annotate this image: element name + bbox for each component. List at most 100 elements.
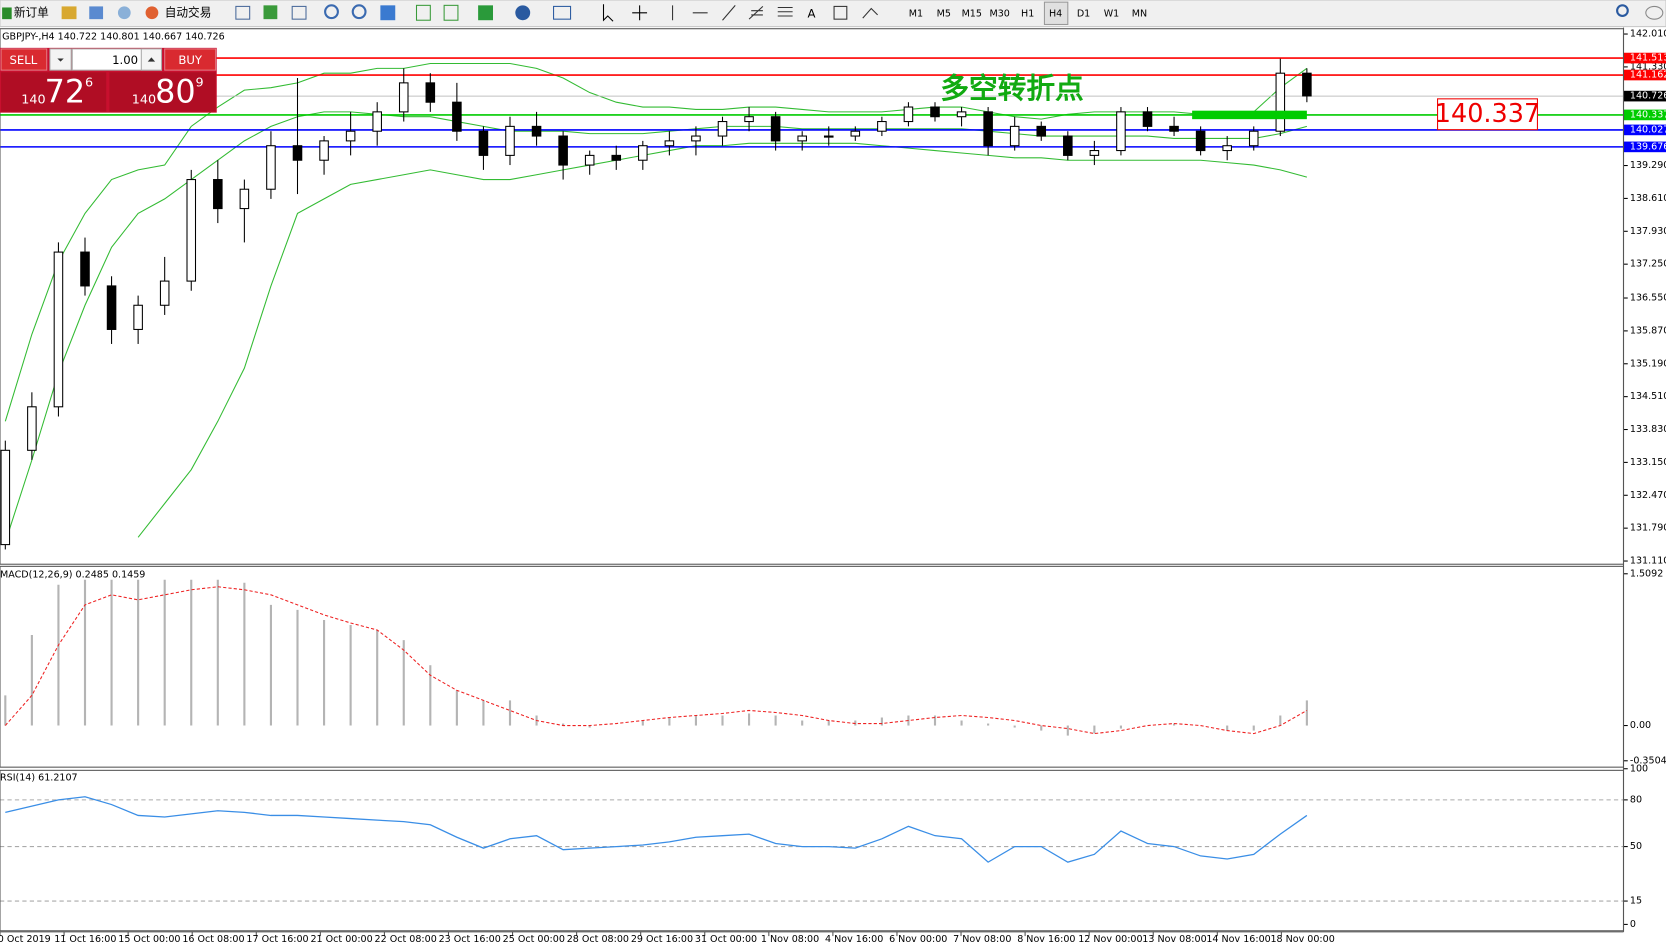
rsi-title: RSI(14) 61.2107 [0,772,78,783]
x-tick-label: 13 Nov 08:00 [1142,934,1206,945]
icon[interactable] [862,7,879,19]
candle-body [213,179,223,210]
candle-body [1089,150,1100,156]
chat-icon[interactable] [1645,5,1664,20]
y-tick-label: 134.510 [1630,391,1666,402]
turning-level-bar [1192,110,1307,120]
bid-box[interactable] [1,72,107,112]
icon[interactable] [263,5,278,20]
y-tick-label: 137.930 [1630,226,1666,237]
icon[interactable] [415,4,431,21]
icon[interactable] [324,4,339,20]
candle-body [797,135,807,142]
new-order-icon[interactable] [2,7,12,20]
icon[interactable] [602,4,614,22]
active-timeframe [1043,1,1069,25]
icon[interactable] [291,5,307,20]
search-icon[interactable] [1616,4,1629,18]
icon[interactable] [553,5,572,20]
ask-box[interactable] [109,72,216,112]
icon[interactable] [235,5,251,20]
icon[interactable] [833,5,848,20]
candle-body [1302,72,1312,97]
timeframe-button[interactable]: H1 [1021,8,1034,19]
y-tick-label: 50 [1630,841,1642,852]
toolbar [0,0,1666,28]
candle-body [345,130,356,142]
sell-label: SELL [9,53,37,67]
candle-body [27,406,37,451]
x-tick-label: 22 Oct 08:00 [375,934,437,945]
y-tick-label: 138.610 [1630,193,1666,204]
x-tick-label: 12 Nov 00:00 [1078,934,1142,945]
candle-body [1195,130,1206,152]
buy-button[interactable] [164,48,217,71]
candle-body [558,135,568,166]
candle-body [266,145,276,190]
y-tick-label: 1.5092 [1630,568,1663,579]
new-order-button[interactable]: 新订单 [14,5,49,19]
x-tick-label: 6 Nov 00:00 [889,934,947,945]
auto-trade-button[interactable]: 自动交易 [165,5,212,19]
x-tick-label: 28 Oct 08:00 [567,934,629,945]
y-tick-label: 135.190 [1630,358,1666,369]
y-tick-label: 0 [1630,919,1636,930]
candle-body [877,121,887,132]
candle-body [398,82,409,113]
icon[interactable] [672,4,736,21]
annotation: 多空转折点 [940,72,1083,105]
icon[interactable] [515,5,531,21]
lot-value: 1.00 [112,53,138,67]
icon[interactable]: A [808,6,816,20]
x-tick-label: 21 Oct 00:00 [310,934,372,945]
icon[interactable] [380,5,396,21]
x-tick-label: 8 Nov 16:00 [1017,934,1075,945]
icon[interactable] [351,4,367,20]
bid-big-figure: 140 [21,92,45,107]
timeframes: M1 M5 M15 M30 H1 H4 D1 W1 MN [909,8,1147,19]
candle-body [638,145,648,161]
x-tick-label: 17 Oct 16:00 [246,934,308,945]
candle-body [1036,125,1047,137]
bollinger-band [137,142,1308,538]
overlay: 新订单 自动交易 A M1 M5 M15 M30 H1 H4 [0,0,1666,783]
timeframe-button[interactable]: M15 [962,8,982,19]
x-tick-label: 31 Oct 00:00 [695,934,757,945]
icon[interactable] [61,6,77,20]
y-tick-label: 80 [1630,794,1642,805]
timeframe-button[interactable]: M30 [990,8,1010,19]
x-tick-label: 15 Oct 00:00 [118,934,180,945]
icon[interactable] [777,6,793,17]
bid-pips: 72 [45,73,86,111]
timeframe-button[interactable]: M5 [937,8,951,19]
macd-title: MACD(12,26,9) 0.2485 0.1459 [0,569,145,580]
icon[interactable] [89,6,104,20]
candle-body [903,106,914,123]
candle-body [531,125,542,137]
candle-body [1009,125,1020,147]
icon[interactable] [478,5,493,21]
candle-body [53,251,64,408]
sell-button[interactable] [0,48,48,71]
timeframe-button[interactable]: M1 [909,8,923,19]
ask-fraction: 9 [196,75,204,90]
icon[interactable] [443,4,459,21]
candle-body [584,154,595,166]
auto-trade-icon[interactable] [145,6,159,20]
level-label: 141.513 [1630,53,1666,64]
timeframe-button[interactable]: MN [1132,8,1147,19]
level-tag [1623,109,1666,121]
icon[interactable] [632,5,648,21]
candle-body [372,111,382,132]
icon[interactable] [748,6,764,20]
timeframe-button[interactable]: D1 [1077,8,1090,19]
candle-body [425,82,436,103]
arrow [147,57,156,62]
timeframe-button[interactable]: H4 [1049,8,1062,19]
y-tick-label: 0.00 [1630,720,1651,731]
level-tag [1623,141,1666,153]
icon[interactable] [117,6,131,20]
timeframe-button[interactable]: W1 [1104,8,1120,19]
y-tick-label: 100 [1630,763,1648,774]
